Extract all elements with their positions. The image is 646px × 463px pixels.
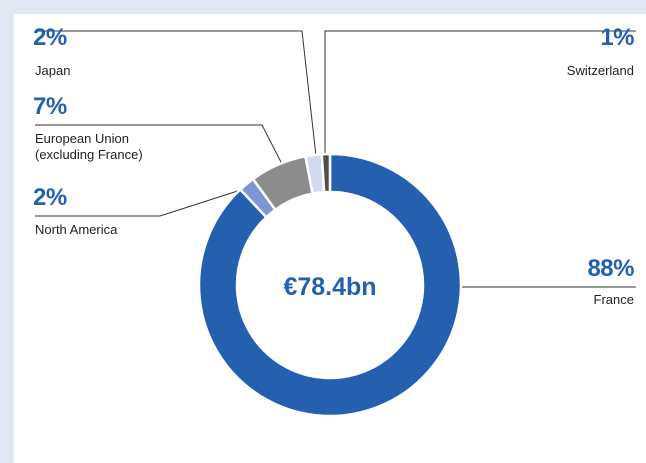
value-label: 7% — [33, 93, 67, 120]
category-label: Switzerland — [566, 63, 634, 78]
category-label: Japan — [35, 63, 71, 78]
donut-segment — [320, 152, 332, 194]
leader-line — [324, 30, 636, 156]
value-label: 2% — [33, 24, 67, 51]
value-label: 2% — [33, 184, 67, 211]
leader-line — [35, 30, 317, 157]
category-label: North America — [35, 222, 118, 237]
category-label: European Union (excluding France) — [35, 131, 143, 162]
leader-line — [35, 124, 285, 169]
value-label: 88% — [587, 255, 634, 282]
center-label: €78.4bn — [283, 273, 376, 301]
leader-line — [35, 186, 251, 217]
category-label: France — [593, 292, 634, 307]
donut-segment — [197, 152, 463, 418]
value-label: 1% — [600, 24, 634, 51]
